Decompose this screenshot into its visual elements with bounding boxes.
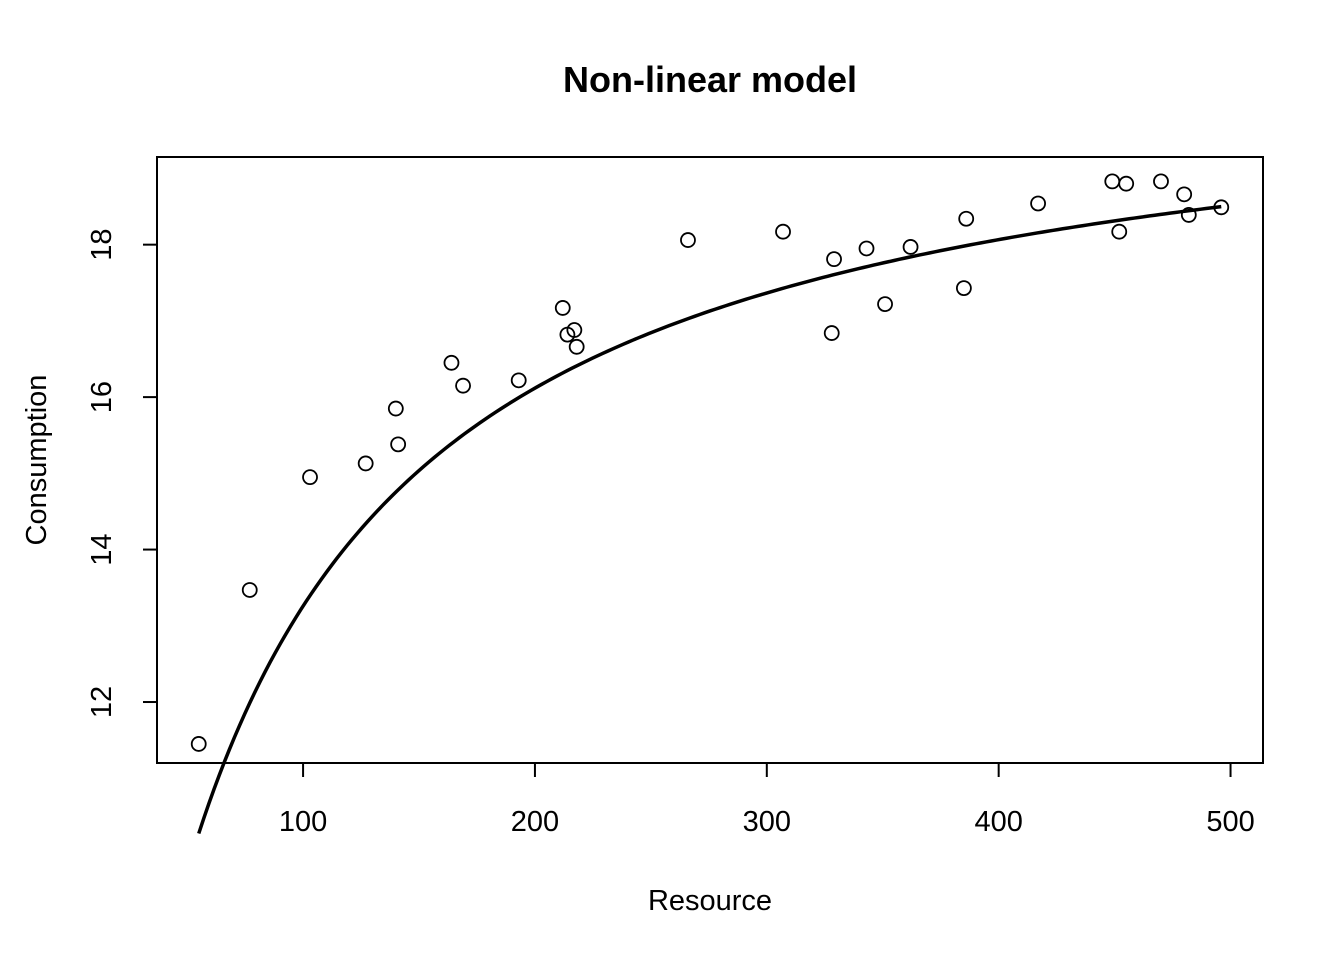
data-point	[357, 455, 374, 472]
x-tick-label: 100	[279, 806, 327, 838]
y-axis-label: Consumption	[21, 375, 53, 546]
chart-title: Non-linear model	[563, 59, 857, 100]
y-tick-label: 16	[86, 381, 118, 413]
data-point	[568, 338, 585, 355]
data-point	[190, 736, 207, 752]
data-point	[443, 354, 460, 371]
x-tick-label: 300	[743, 806, 791, 838]
data-point	[510, 372, 527, 389]
x-axis-label: Resource	[648, 885, 772, 917]
fitted-curve	[197, 204, 1222, 835]
y-tick-label: 12	[86, 686, 118, 718]
plot-frame	[156, 156, 1264, 764]
data-point	[387, 400, 404, 417]
y-tick-label: 18	[86, 229, 118, 261]
data-point	[241, 582, 258, 598]
data-point	[1176, 186, 1193, 203]
x-tick-label: 400	[974, 806, 1022, 838]
data-point	[302, 469, 318, 486]
x-axis: 100 200 300 400 500	[279, 763, 1255, 838]
data-points	[190, 173, 1230, 752]
data-point	[1180, 207, 1197, 223]
data-point	[1111, 223, 1128, 240]
data-point	[823, 325, 840, 341]
data-point	[554, 300, 571, 316]
data-point	[1153, 173, 1169, 190]
data-point	[1030, 195, 1046, 212]
data-point	[958, 210, 975, 227]
data-point	[390, 436, 407, 453]
data-point	[1104, 173, 1121, 190]
y-axis: 12 14 16 18	[86, 229, 157, 718]
data-point	[566, 322, 583, 338]
data-point	[1213, 199, 1230, 216]
data-point	[775, 223, 791, 240]
x-tick-label: 500	[1206, 806, 1254, 838]
data-point	[1118, 175, 1135, 192]
x-tick-label: 200	[511, 806, 559, 838]
data-point	[858, 240, 875, 257]
data-point	[680, 232, 696, 248]
data-point	[955, 280, 972, 297]
data-point	[877, 296, 893, 313]
data-point	[455, 377, 471, 394]
y-tick-label: 14	[86, 533, 118, 565]
data-point	[902, 239, 919, 255]
data-point	[826, 251, 842, 268]
